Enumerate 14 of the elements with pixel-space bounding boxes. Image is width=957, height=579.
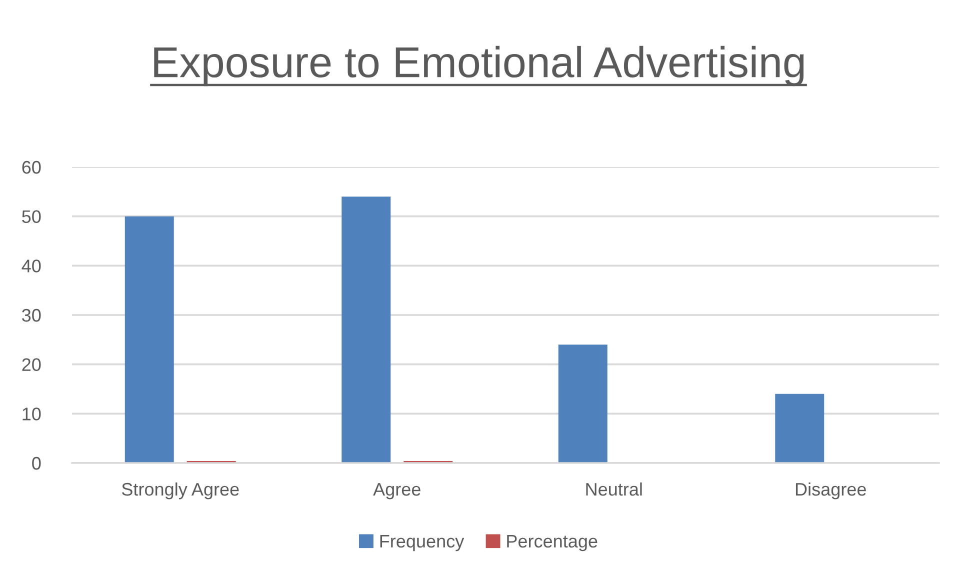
y-tick-label: 10: [22, 408, 41, 420]
chart-title: Exposure to Emotional Advertising: [154, 46, 804, 86]
y-tick-label: 0: [32, 456, 41, 470]
x-tick-label: Agree: [373, 483, 420, 500]
x-tick-label: Disagree: [796, 482, 866, 500]
x-tick-label: Neutral: [586, 482, 642, 496]
legend-label: Frequency: [380, 535, 464, 552]
y-tick-label: 50: [22, 210, 41, 224]
y-tick-label: 20: [22, 358, 41, 372]
y-tick-label: 40: [22, 260, 41, 272]
x-tick-label: Strongly Agree: [122, 482, 239, 500]
legend-label: Percentage: [507, 535, 598, 552]
y-tick-label: 60: [22, 160, 41, 174]
y-tick-label: 30: [22, 308, 41, 322]
